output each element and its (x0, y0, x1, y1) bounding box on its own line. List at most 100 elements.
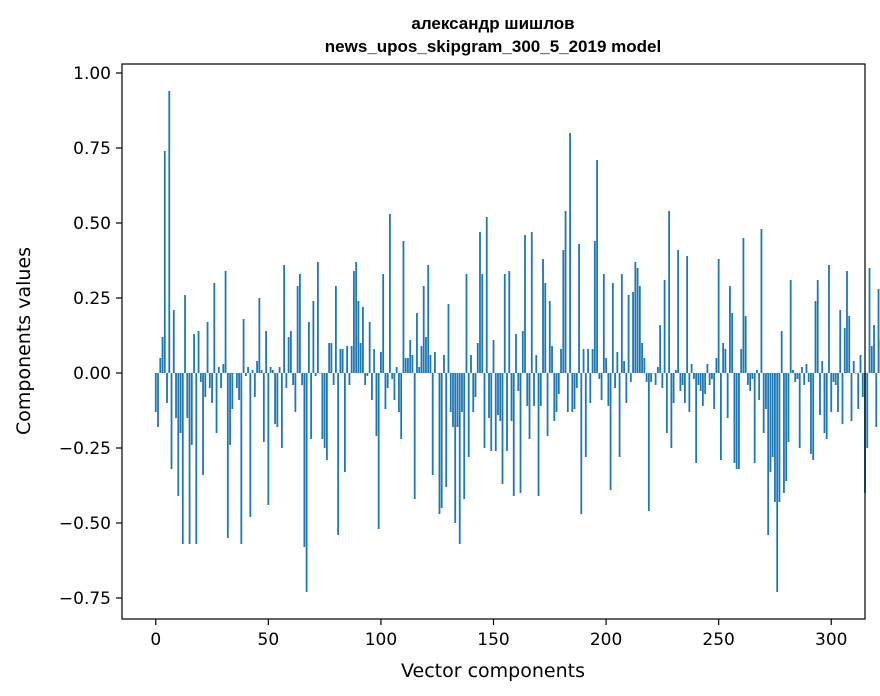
bar (186, 373, 189, 418)
bar (783, 373, 785, 493)
bar (697, 373, 700, 385)
bar (425, 337, 427, 373)
chart-title: александр шишлов (411, 14, 574, 33)
bar (533, 373, 535, 406)
bar (472, 373, 475, 412)
bar (323, 373, 326, 448)
bar (771, 373, 774, 457)
bar (742, 238, 745, 373)
bar (634, 262, 637, 373)
bar (276, 373, 279, 427)
bar (573, 373, 576, 409)
bar (359, 343, 362, 373)
bar (706, 364, 709, 373)
bar (762, 373, 765, 433)
bar (267, 373, 270, 505)
bar (819, 373, 821, 415)
bar (794, 373, 797, 382)
bar (465, 274, 468, 373)
bar (801, 367, 803, 373)
bar (769, 373, 772, 472)
bar (681, 373, 684, 385)
bar (271, 370, 274, 373)
bar (452, 373, 454, 427)
bar (787, 373, 790, 442)
bar (729, 286, 731, 373)
bar (614, 373, 616, 388)
bar (846, 271, 848, 373)
bar (807, 373, 810, 382)
bar (301, 373, 304, 385)
bar (208, 373, 211, 388)
bar (411, 355, 414, 373)
bar (731, 313, 734, 373)
bar (440, 373, 443, 508)
bar (841, 373, 844, 424)
bar (877, 289, 880, 373)
bar (494, 373, 497, 451)
bar (422, 286, 425, 373)
bar (722, 343, 725, 373)
bar (193, 334, 195, 373)
bar (587, 349, 589, 373)
bar (190, 373, 193, 445)
bar (409, 340, 412, 373)
bar (355, 262, 358, 373)
bar (404, 358, 407, 373)
bar (443, 355, 445, 373)
bar (607, 373, 610, 406)
bar (461, 373, 463, 412)
bar (873, 325, 875, 373)
bar (555, 373, 558, 412)
x-axis-ticks: 0 50 100 150 200 250 300 (150, 619, 847, 650)
y-tick-label: −0.25 (59, 439, 111, 459)
x-tick-label: 0 (150, 630, 161, 650)
bar (609, 373, 612, 490)
bar (711, 373, 713, 379)
chart-titles: александр шишлов news_upos_skipgram_300_… (325, 14, 661, 56)
bar (454, 373, 457, 523)
bar (262, 373, 265, 442)
bar (188, 373, 191, 544)
y-tick-label: −0.50 (59, 514, 111, 534)
bar (776, 373, 779, 592)
bar (307, 322, 310, 373)
bar (416, 313, 418, 373)
bar (240, 373, 243, 544)
bar (179, 373, 182, 433)
bar (296, 286, 299, 373)
bar (828, 265, 830, 373)
bar (285, 373, 288, 388)
bar (427, 265, 430, 373)
bar (175, 373, 177, 418)
bar (798, 373, 801, 448)
bar (560, 349, 562, 373)
bar (692, 373, 695, 379)
bar (870, 346, 873, 373)
bar (330, 343, 333, 373)
bar (204, 373, 207, 397)
bar (195, 373, 198, 544)
bar (258, 298, 261, 373)
bar (483, 373, 486, 448)
bar (490, 373, 493, 451)
x-tick-label: 100 (365, 630, 397, 650)
bar (571, 373, 574, 412)
bar (517, 373, 520, 391)
bar (249, 373, 252, 517)
bar (654, 373, 657, 385)
bar (679, 373, 682, 391)
bar (629, 373, 632, 382)
bar (224, 271, 227, 373)
bar (407, 358, 409, 373)
bar (247, 367, 249, 373)
bar (848, 316, 851, 373)
bar (618, 373, 621, 457)
bar (584, 373, 587, 457)
bar (735, 373, 738, 469)
bar (663, 280, 666, 373)
bar (832, 373, 835, 382)
bar (812, 373, 815, 460)
bar (456, 373, 459, 427)
bar (688, 373, 691, 412)
